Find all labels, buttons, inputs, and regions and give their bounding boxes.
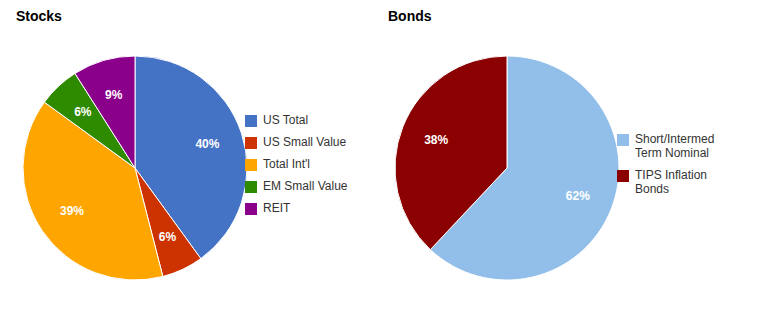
html-text:EM Small Value: EM Small Value (263, 179, 348, 193)
html-text:US Total: US Total (263, 113, 309, 127)
html-text:Total Int'l: Total Int'l (263, 157, 310, 171)
svg-text:9%: 9% (105, 88, 123, 102)
html-text:Short/Intermed Term Nominal: Short/Intermed Term Nominal (635, 132, 715, 160)
html-text:REIT: REIT (263, 201, 291, 215)
html-text:US Small Value: US Small Value (263, 135, 347, 149)
html-text:Stocks: Stocks (16, 8, 62, 24)
svg-text:38%: 38% (424, 133, 448, 147)
svg-text:62%: 62% (566, 189, 590, 203)
html-text:Bonds: Bonds (388, 8, 432, 24)
svg-text:39%: 39% (60, 204, 84, 218)
svg-text:6%: 6% (74, 105, 92, 119)
html-text:TIPS Inflation Bonds: TIPS Inflation Bonds (635, 168, 707, 196)
svg-text:40%: 40% (195, 137, 219, 151)
svg-text:6%: 6% (159, 230, 177, 244)
